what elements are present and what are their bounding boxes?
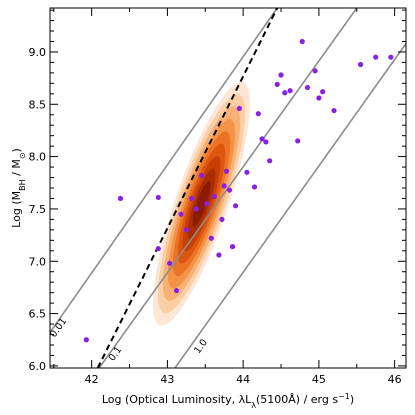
data-point: [183, 227, 189, 233]
data-point: [373, 54, 379, 60]
x-tick-label: 42: [85, 373, 99, 386]
data-point: [320, 89, 326, 95]
data-point: [232, 203, 239, 209]
data-point: [251, 184, 258, 190]
data-point: [278, 72, 284, 78]
y-tick-label: 6.0: [29, 360, 47, 373]
data-point: [155, 194, 161, 201]
data-point: [229, 244, 236, 250]
data-point: [173, 287, 180, 294]
data-point: [198, 172, 205, 179]
data-point: [178, 211, 184, 217]
y-tick-label: 7.5: [29, 203, 47, 216]
data-point: [255, 111, 261, 117]
data-point: [236, 105, 242, 112]
data-point: [216, 252, 222, 258]
x-axis-title: Log (Optical Luminosity, λLλ(5100Å) / er…: [102, 392, 354, 410]
data-point: [208, 235, 214, 241]
data-point: [331, 107, 337, 114]
data-point: [155, 246, 161, 252]
data-point: [244, 169, 250, 175]
data-point: [312, 68, 318, 74]
y-tick-label: 9.0: [29, 46, 47, 59]
y-tick-label: 7.0: [29, 255, 47, 268]
data-point: [117, 195, 124, 202]
data-point: [282, 90, 288, 96]
data-point: [226, 187, 233, 193]
data-point: [316, 95, 322, 101]
data-point: [299, 38, 305, 45]
data-point: [83, 337, 89, 343]
axes: 0.010.1 1.042 43 44 45 466.06.57.07.58.08.59.…: [29, 7, 407, 386]
y-tick-label: 8.5: [29, 98, 47, 111]
y-axis-title: Log (MBH / M⊙): [10, 148, 27, 228]
data-point: [204, 201, 210, 207]
plot-area: [50, 8, 406, 368]
data-point: [259, 136, 265, 142]
data-point: [267, 158, 273, 164]
eddington-line-1-0: [174, 43, 406, 368]
best-fit-dashed-line: [96, 8, 279, 368]
data-point: [167, 260, 173, 266]
density-contour-level: [192, 180, 211, 227]
data-point: [211, 193, 217, 199]
data-point: [219, 216, 225, 222]
y-tick-label: 8.0: [29, 151, 47, 164]
eddington-line-0-01: [50, 8, 278, 333]
data-point: [388, 54, 394, 60]
data-point: [193, 206, 199, 212]
data-point: [357, 61, 364, 68]
x-tick-label: 45: [312, 373, 326, 386]
data-point: [274, 81, 280, 87]
data-point: [287, 88, 293, 94]
data-point: [304, 84, 311, 91]
data-point: [189, 195, 195, 202]
x-tick-label: 44: [236, 373, 250, 386]
x-tick-label: 43: [160, 373, 174, 386]
data-point: [223, 168, 230, 174]
x-tick-label: 46: [388, 373, 402, 386]
data-point: [221, 183, 227, 189]
y-tick-label: 6.5: [29, 308, 47, 321]
data-point: [295, 138, 301, 144]
data-point: [263, 139, 269, 145]
